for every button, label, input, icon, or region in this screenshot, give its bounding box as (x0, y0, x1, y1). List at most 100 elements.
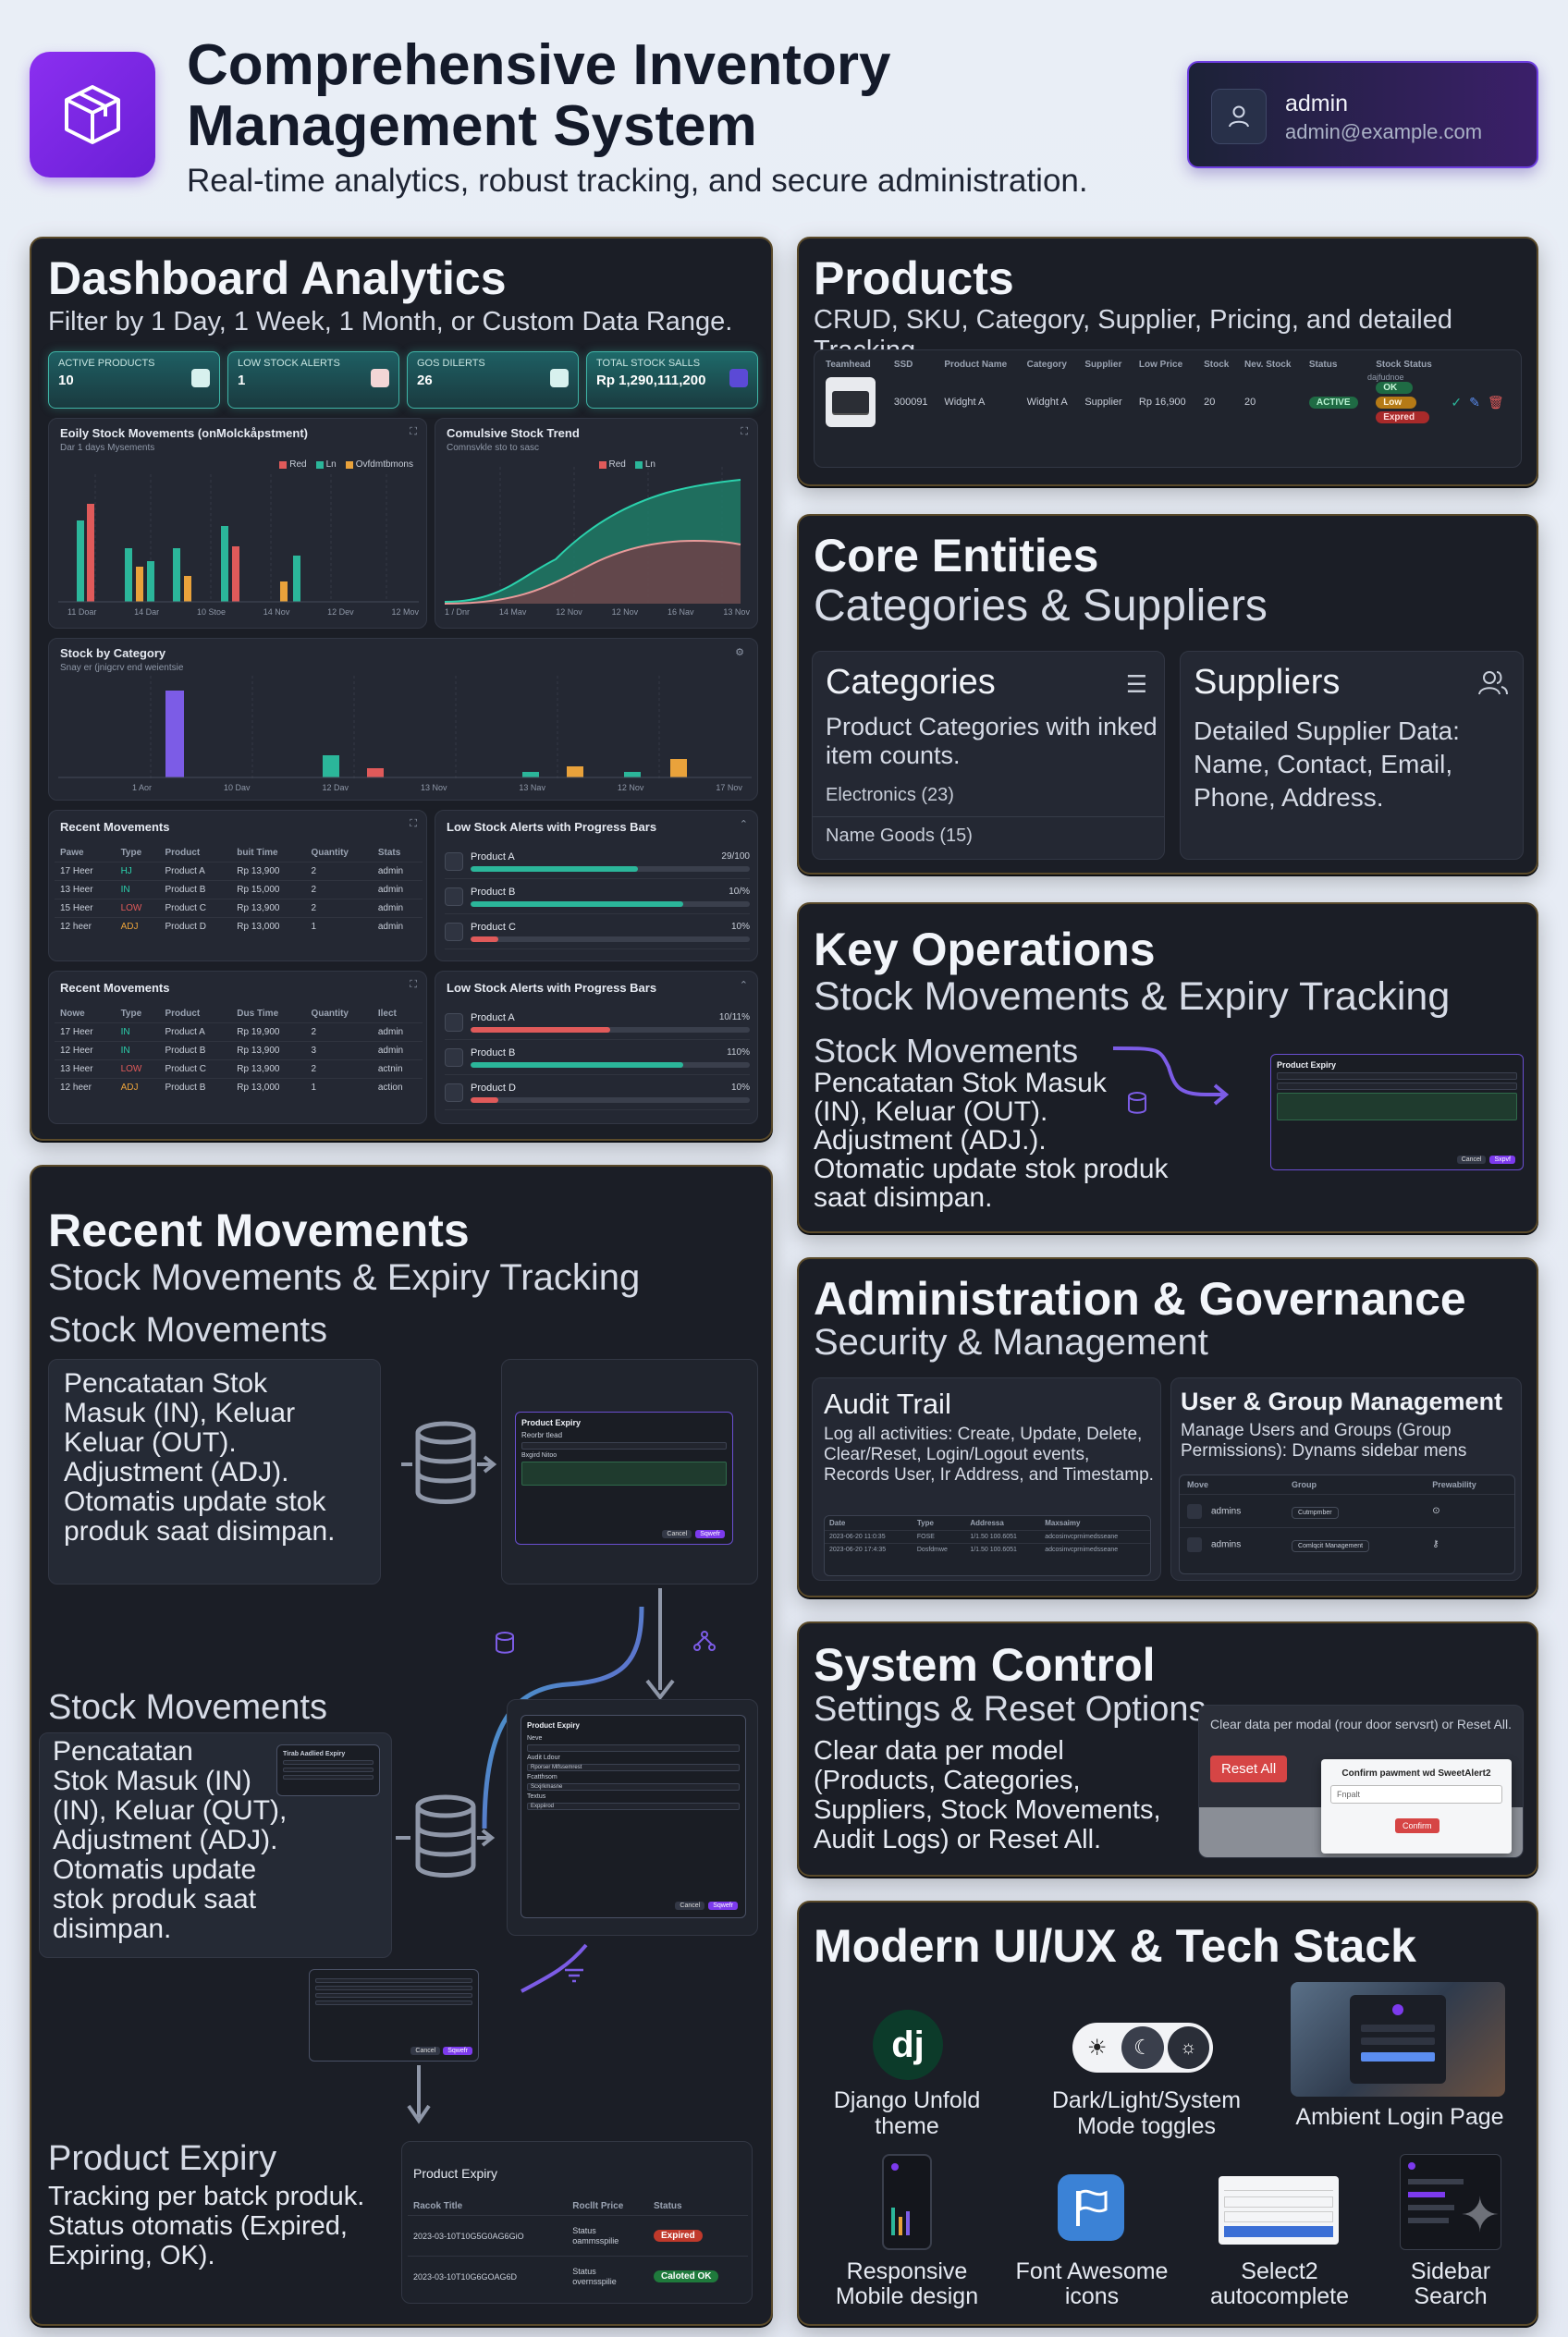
cancel-button[interactable]: Cancel (662, 1530, 692, 1538)
table-row[interactable]: 13 Heer LOW Product C Rp 13,900 2 actnin (55, 1059, 423, 1079)
desc-line: Pencatatan (53, 1736, 193, 1767)
kpi-card[interactable]: TOTAL STOCK SALLS Rp 1,290,111,200 (586, 351, 758, 409)
alert-body: Product D 10% (471, 1083, 750, 1103)
expand-icon[interactable]: ⛶ (410, 818, 417, 829)
save-button[interactable]: Sxpvf (1489, 1156, 1515, 1164)
alert-item[interactable]: Product C 10% (445, 914, 750, 949)
table-row[interactable]: 12 Heer IN Product B Rp 13,900 3 admin (55, 1041, 423, 1060)
reset-all-button[interactable]: Reset All (1210, 1756, 1288, 1782)
category-item[interactable]: Electronics (23) (826, 785, 954, 805)
collapse-icon[interactable]: ⌃ (739, 819, 748, 830)
permission-icon[interactable]: ⊙ (1432, 1506, 1440, 1516)
mini2-value-3[interactable]: Exppiirod (527, 1803, 740, 1810)
table-row[interactable]: admins Cutmpmber ⊙ (1180, 1494, 1514, 1528)
bar (147, 561, 154, 602)
collapse-icon[interactable]: ⌃ (739, 980, 748, 991)
mini2-value-1[interactable]: Rporser Mlfssemrest (527, 1764, 740, 1771)
kpi-card[interactable]: ACTIVE PRODUCTS 10 (48, 351, 220, 409)
save-button[interactable]: Sqwefr (695, 1530, 725, 1538)
table-cell: adcosinvcprnimedsseane (1045, 1547, 1119, 1553)
small-db-icon (1128, 1092, 1146, 1114)
status-badge: ACTIVE (1308, 396, 1358, 409)
dialog-input[interactable]: Fnpalt (1330, 1785, 1502, 1804)
flow-connector (482, 1588, 716, 1993)
desc-line: Keluar (OUT). (64, 1427, 237, 1458)
table-cell: 17 Heer (60, 866, 93, 876)
table-header: Racok Title Rocllt Price Status (408, 2197, 748, 2216)
desc-line: Otomatic update stok produk (814, 1154, 1169, 1184)
table-cell: ADJ (120, 922, 139, 932)
alert-item[interactable]: Product B 10/% (445, 879, 750, 914)
table-cell: 2 (311, 885, 316, 895)
category-item[interactable]: Name Goods (15) (826, 826, 973, 846)
mini2-value-2[interactable]: Scxjrkmasne (527, 1783, 740, 1791)
chart1-plot (58, 474, 419, 603)
product-sku: 300091 (893, 397, 928, 408)
check-icon[interactable]: ✓ (1451, 394, 1463, 410)
core-entities-title: Core Entities (814, 530, 1099, 581)
save-button[interactable]: Sqwefr (443, 2047, 472, 2055)
alert-item[interactable]: Product B 110% (445, 1040, 750, 1075)
expand-icon[interactable]: ⛶ (741, 426, 748, 437)
sun-icon[interactable]: ☀ (1086, 2035, 1108, 2061)
system-control-desc: Clear data per model (Products, Categori… (814, 1736, 1161, 1854)
user-menu[interactable]: admin admin@example.com (1187, 61, 1538, 168)
alert-item[interactable]: Product A 29/100 (445, 844, 750, 879)
table-row[interactable]: 2023-06-20 17:4:35 Dosfdmwe 1/1.50 100.605… (825, 1543, 1150, 1557)
column-header: Rocllt Price (572, 2201, 624, 2211)
alerts1-title: Low Stock Alerts with Progress Bars (447, 820, 657, 834)
kpi-card[interactable]: LOW STOCK ALERTS 1 (227, 351, 399, 409)
table-row[interactable]: 12 heer ADJ Product B Rp 13,000 1 action (55, 1078, 423, 1097)
key-operations-desc: Pencatatan Stok Masuk (IN), Keluar (OUT)… (814, 1069, 1169, 1212)
table-row[interactable]: 2023-03-10T10G5G0AG6GiO Status oammsspilie… (408, 2215, 748, 2257)
products-table-row[interactable]: 300091 Widght A Widght A Supplier Rp 16,… (820, 373, 1517, 431)
table-cell: IN (120, 885, 130, 895)
moon-icon[interactable]: ☾ (1121, 2026, 1164, 2069)
expand-icon[interactable]: ⛶ (410, 426, 417, 437)
kpi-card[interactable]: GOS DILERTS 26 (407, 351, 579, 409)
alert-top: Product C 10% (471, 922, 750, 933)
cancel-button[interactable]: Cancel (675, 1902, 705, 1910)
table-row[interactable]: 12 heer ADJ Product D Rp 13,000 1 admin (55, 917, 423, 936)
expiry-price-cell: Status oammsspilie (567, 2216, 648, 2257)
tech-label-line1: Responsive (846, 2258, 968, 2284)
filter-icon (565, 1968, 583, 1983)
alert-item[interactable]: Product D 10% (445, 1075, 750, 1110)
table-cell: Product C (165, 1064, 206, 1074)
table-row[interactable]: 17 Heer HJ Product A Rp 13,900 2 admin (55, 862, 423, 881)
permission-icon[interactable]: ⚷ (1432, 1539, 1439, 1550)
expand-icon[interactable]: ⛶ (410, 979, 417, 990)
kpi-icon (550, 369, 569, 387)
edit-icon[interactable]: ✎ (1469, 394, 1480, 410)
dialog-confirm-button[interactable]: Confirm (1395, 1818, 1439, 1833)
table-cell: Rp 13,000 (237, 1083, 280, 1093)
cancel-button[interactable]: Cancel (410, 2047, 441, 2055)
product-expiry-table: Product Expiry Racok Title Rocllt Price St… (401, 2141, 753, 2304)
delete-icon[interactable]: 🗑 (1487, 394, 1504, 410)
status-badge: Expired (654, 2230, 703, 2242)
alert-item[interactable]: Product A 10/11% (445, 1005, 750, 1040)
x-tick-label: 13 Nav (519, 783, 545, 792)
column-header: Type (916, 1519, 934, 1527)
administration-subtitle: Security & Management (814, 1322, 1208, 1363)
theme-toggle[interactable]: ☀ ☾ ☼ (1072, 2023, 1213, 2073)
table-row[interactable]: admins Comlqcit Management ⚷ (1180, 1527, 1514, 1561)
suppliers-card[interactable]: Suppliers Detailed Supplier Data: Name, … (1180, 651, 1524, 860)
system-theme-icon[interactable]: ☼ (1167, 2026, 1209, 2069)
stock-movements-desc-card-1: Pencatatan Stok Masuk (IN), Keluar Keluar … (48, 1359, 381, 1585)
categories-desc: Product Categories with inked item count… (826, 713, 1158, 769)
table-row[interactable]: 2023-03-10T10G6GOAG6D Status overnsspilie C… (408, 2256, 748, 2297)
chart-settings-icon[interactable]: ⚙ (735, 647, 744, 658)
box-icon (445, 1047, 463, 1067)
x-tick-label: 12 Nov (556, 607, 582, 617)
table-row[interactable]: 13 Heer IN Product B Rp 15,000 2 admin (55, 880, 423, 899)
table-row[interactable]: 15 Heer LOW Product C Rp 13,900 2 admin (55, 899, 423, 918)
system-control-subtitle: Settings & Reset Options (814, 1690, 1207, 1729)
save-button[interactable]: Sqwefr (708, 1902, 738, 1910)
progress-bar (471, 865, 750, 872)
table-row[interactable]: 17 Heer IN Product A Rp 19,900 2 admin (55, 1022, 423, 1042)
categories-card[interactable]: Categories ☰ Product Categories with ink… (812, 651, 1165, 860)
bar (293, 556, 300, 602)
cancel-button[interactable]: Cancel (1456, 1156, 1487, 1164)
table-row[interactable]: 2023-06-20 11:0:35 FOSE 1/1.50 100.6051 adc… (825, 1530, 1150, 1544)
